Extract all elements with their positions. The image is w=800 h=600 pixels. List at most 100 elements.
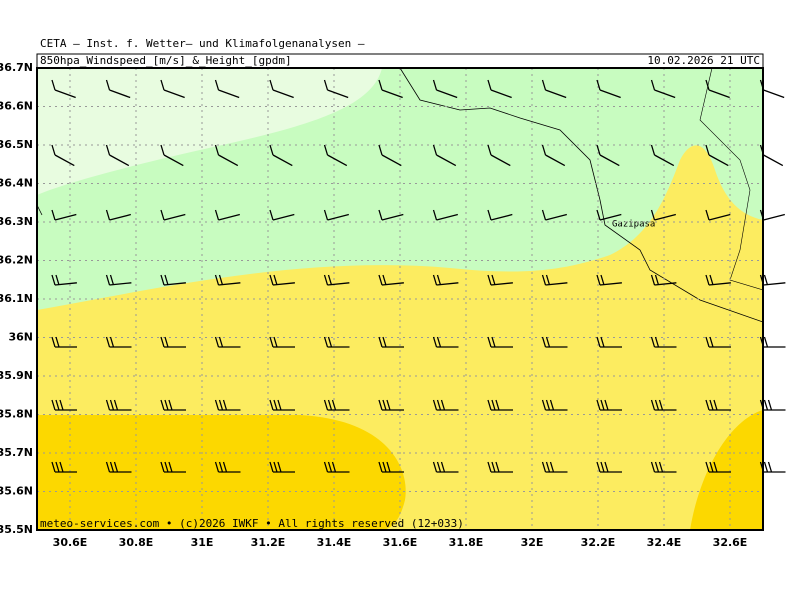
wind-barb <box>105 336 132 348</box>
place-label: Gazipasa <box>612 220 655 230</box>
wind-barb <box>650 144 675 167</box>
wind-barb <box>323 461 350 473</box>
wind-barb <box>105 461 132 473</box>
wind-barb <box>432 461 459 473</box>
wind-barb <box>487 274 513 286</box>
region-gold <box>690 410 763 530</box>
wind-barb <box>541 399 568 411</box>
wind-barb <box>214 399 241 411</box>
wind-barb <box>759 399 786 411</box>
wind-barb <box>705 461 731 473</box>
wind-barb <box>51 209 77 221</box>
header-institute: CETA – Inst. f. Wetter– und Klimafolgena… <box>40 37 365 50</box>
wind-barb <box>105 209 131 221</box>
lat-label: 36.2N <box>0 254 33 267</box>
wind-barb <box>432 209 458 221</box>
wind-barb <box>432 274 459 286</box>
wind-barb <box>214 209 240 221</box>
wind-barb <box>160 461 186 473</box>
header-product: 850hpa_Windspeed_[m/s]_&_Height_[gpdm] <box>40 54 292 67</box>
wind-barb <box>541 209 567 221</box>
wind-barb <box>378 209 404 221</box>
wind-barb <box>759 461 786 473</box>
wind-barb <box>650 209 676 221</box>
wind-barb <box>378 79 403 99</box>
wind-barb <box>541 79 567 99</box>
wind-barb <box>650 336 677 348</box>
wind-barb <box>51 144 75 167</box>
lat-label: 36.1N <box>0 292 33 305</box>
wind-barb <box>432 144 457 167</box>
footer: meteo-services.com • (c)2026 IWKF • All … <box>40 517 464 530</box>
lon-label: 30.8E <box>119 536 154 549</box>
lat-label: 36.3N <box>0 215 33 228</box>
wind-barb <box>759 79 785 99</box>
lon-label: 31.6E <box>383 536 418 549</box>
wind-barb <box>705 144 729 167</box>
lat-label: 35.5N <box>0 523 33 536</box>
wind-barb <box>160 209 186 221</box>
wind-barb <box>432 79 458 99</box>
wind-barb <box>269 399 295 411</box>
wind-barb <box>596 144 620 167</box>
lon-label: 31.4E <box>317 536 352 549</box>
wind-barb <box>650 399 677 411</box>
wind-barb <box>51 274 77 286</box>
wind-barb <box>51 461 77 473</box>
wind-barb <box>323 79 349 99</box>
wind-barb <box>759 209 785 221</box>
wind-barb <box>214 274 241 286</box>
wind-barb <box>705 399 731 411</box>
wind-barb <box>378 461 404 473</box>
wind-barb <box>596 274 622 286</box>
lat-label: 36.7N <box>0 61 33 74</box>
wind-barb <box>269 79 294 99</box>
coastline <box>399 67 764 323</box>
wind-barb <box>541 274 568 286</box>
wind-barb <box>705 209 731 221</box>
wind-barb <box>105 144 130 167</box>
wind-barb <box>541 144 566 167</box>
wind-barb <box>705 336 731 348</box>
wind-barb <box>214 461 241 473</box>
wind-barb <box>596 209 622 221</box>
lat-label: 35.8N <box>0 408 33 421</box>
lat-label: 35.6N <box>0 485 33 498</box>
lon-label: 31.2E <box>251 536 286 549</box>
lon-label: 31.8E <box>449 536 484 549</box>
lat-label: 36.4N <box>0 177 33 190</box>
wind-barb <box>650 461 677 473</box>
wind-barb <box>160 336 186 348</box>
lon-label: 31E <box>191 536 214 549</box>
lat-label: 36.5N <box>0 138 33 151</box>
wind-barb <box>650 274 677 286</box>
wind-barb <box>432 399 459 411</box>
wind-barb <box>323 399 350 411</box>
wind-barb <box>105 79 131 99</box>
wind-barb <box>759 336 786 348</box>
wind-barb <box>323 274 350 286</box>
lat-label: 36.6N <box>0 100 33 113</box>
wind-barb <box>541 461 568 473</box>
lon-label: 30.6E <box>53 536 88 549</box>
lon-label: 32.6E <box>713 536 748 549</box>
wind-barb <box>105 399 132 411</box>
wind-barb <box>214 79 240 99</box>
wind-barb <box>160 274 186 286</box>
wind-barb <box>160 79 185 99</box>
map-frame <box>36 67 764 531</box>
wind-barb <box>378 336 404 348</box>
lon-label: 32.4E <box>647 536 682 549</box>
wind-barb <box>214 144 239 167</box>
lat-label: 35.9N <box>0 369 33 382</box>
wind-barb <box>323 336 350 348</box>
wind-barb <box>269 209 295 221</box>
wind-barb <box>596 399 622 411</box>
wind-barb <box>160 144 184 167</box>
wind-barb <box>487 79 512 99</box>
wind-barb <box>214 336 241 348</box>
wind-barb <box>51 336 77 348</box>
wind-barb <box>51 79 76 99</box>
wind-barb <box>705 274 731 286</box>
